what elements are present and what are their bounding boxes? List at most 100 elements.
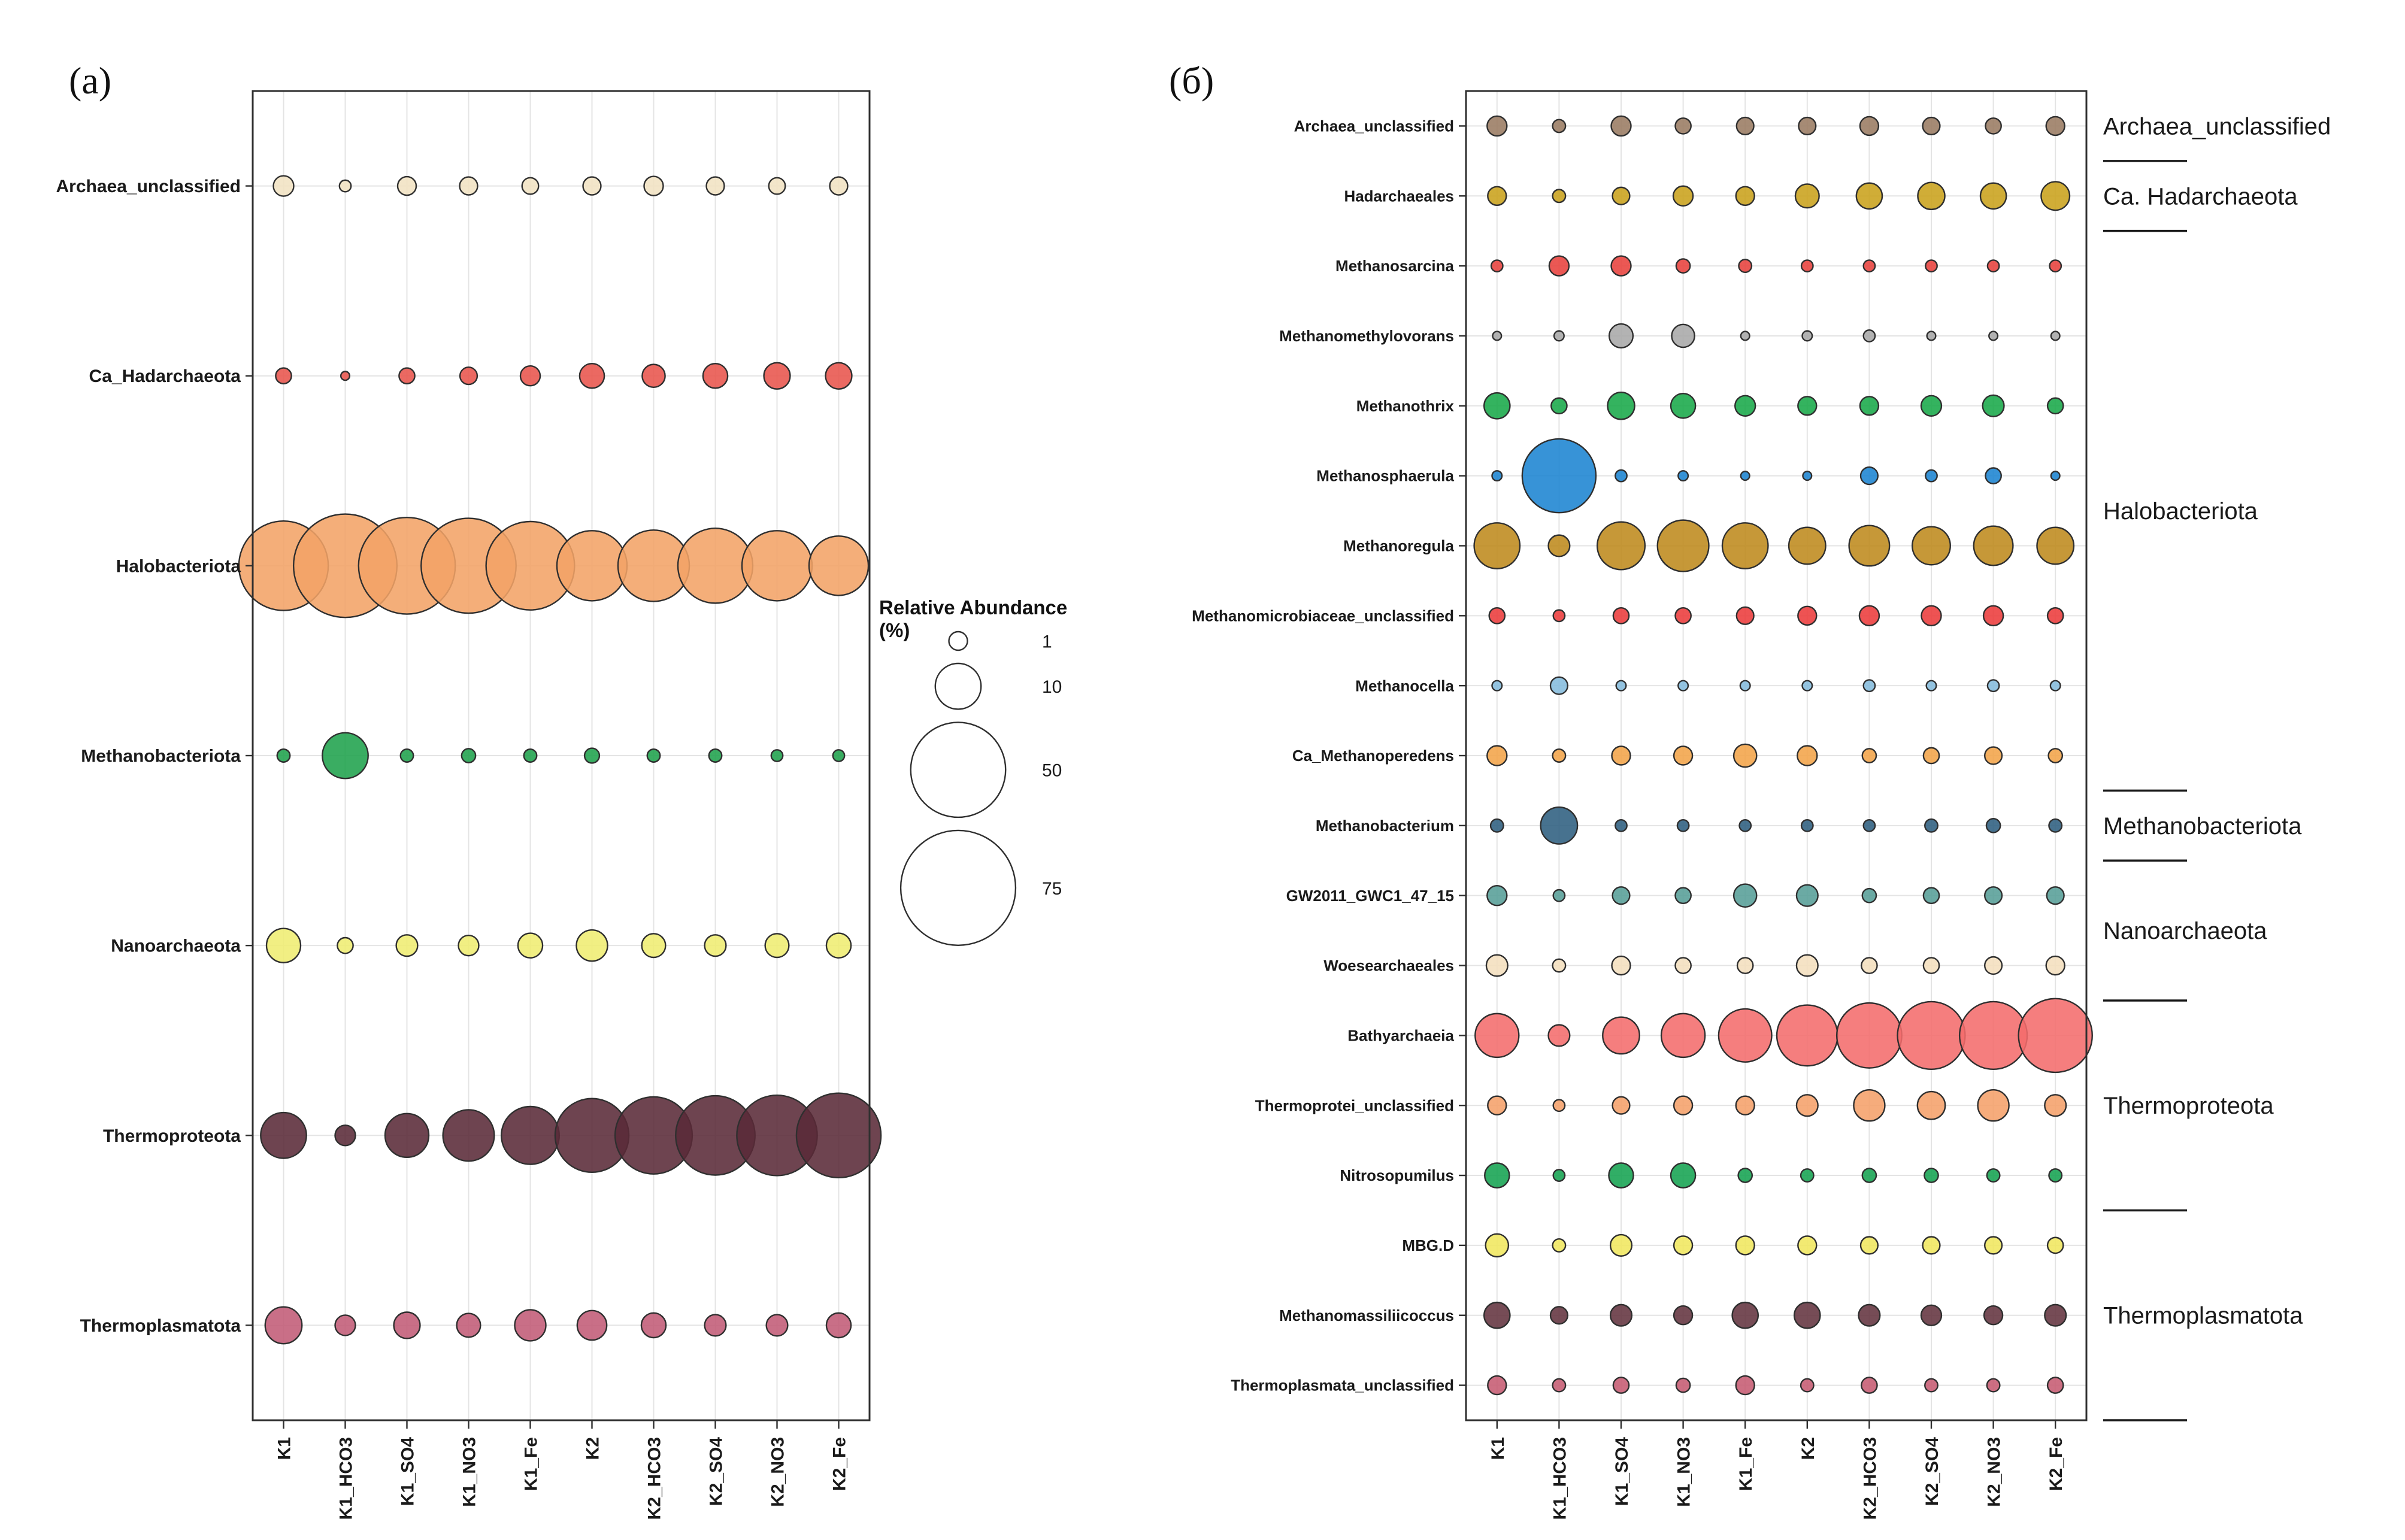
- bubble-Archaea_unclassified-K2_HCO3: [643, 175, 664, 196]
- bubble-Bathyarchaeia-K2_HCO3: [1835, 1002, 1903, 1069]
- bubble-Thermoplasmata_unclassified-K1_HCO3: [1552, 1378, 1567, 1393]
- bubble-Methanothrix-K2_Fe: [2046, 397, 2064, 415]
- bubble-Thermoplasmata_unclassified-K2_Fe: [2046, 1377, 2064, 1394]
- bubble-Methanocella-K2_SO4: [1925, 680, 1937, 692]
- bubble-Methanosphaerula-K1_NO3: [1677, 470, 1689, 482]
- bubble-Methanosphaerula-K2_Fe: [2050, 471, 2061, 481]
- bubble-Methanobacteriota-K1_HCO3: [322, 732, 369, 780]
- bubble-Thermoplasmatota-K1_SO4: [393, 1311, 421, 1339]
- bubble-Methanomicrobiaceae_unclassified-K2_SO4: [1921, 605, 1942, 627]
- bubble-Methanosphaerula-K2: [1802, 471, 1813, 481]
- bubble-Methanomethylovorans-K1_NO3: [1671, 323, 1695, 348]
- bubble-Methanobacteriota-K2: [583, 747, 601, 764]
- bubble-Methanomassiliicoccus-K2_Fe: [2044, 1303, 2067, 1327]
- x-axis-label: K2_Fe: [830, 1437, 850, 1491]
- y-axis-label: Methanoregula: [1343, 537, 1454, 555]
- y-axis-label: Methanomicrobiaceae_unclassified: [1192, 607, 1454, 625]
- bubble-Thermoplasmatota-K2_HCO3: [640, 1312, 667, 1339]
- y-axis-label: Woesearchaeales: [1323, 957, 1454, 975]
- bubble-Hadarchaeales-K1: [1487, 186, 1507, 206]
- bubble-Archaea_unclassified-K2: [1798, 116, 1817, 136]
- bubble-Methanothrix-K1_NO3: [1670, 393, 1697, 419]
- bubble-Woesearchaeales-K2_HCO3: [1861, 957, 1878, 974]
- legend-circle-75: [899, 829, 1017, 946]
- bubble-MBG.D-K1_HCO3: [1552, 1238, 1567, 1253]
- bubble-Thermoplasmata_unclassified-K1: [1487, 1375, 1507, 1396]
- bubble-Methanosphaerula-K2_HCO3: [1859, 466, 1879, 486]
- bubble-Ca_Methanoperedens-K2_SO4: [1922, 747, 1940, 765]
- bubble-Methanobacteriota-K2_NO3: [770, 749, 784, 762]
- bubble-GW2011_GWC1_47_15-K1: [1486, 884, 1508, 907]
- bubble-Thermoprotei_unclassified-K1_Fe: [1735, 1095, 1755, 1115]
- bubble-Nitrosopumilus-K2_SO4: [1924, 1168, 1939, 1183]
- bubble-Hadarchaeales-K2_NO3: [1979, 182, 2007, 210]
- bubble-Methanoregula-K2_HCO3: [1848, 525, 1891, 567]
- bubble-Nanoarchaeota-K2: [575, 929, 608, 962]
- bubble-Nitrosopumilus-K1_Fe: [1737, 1168, 1753, 1183]
- bubble-Methanobacteriota-K2_HCO3: [646, 748, 661, 763]
- y-axis-label: Thermoplasmata_unclassified: [1231, 1377, 1454, 1395]
- bubble-Bathyarchaeia-K2_NO3: [1958, 1001, 2028, 1071]
- x-axis-label: K2_Fe: [2046, 1437, 2066, 1491]
- bubble-Methanomassiliicoccus-K1_NO3: [1673, 1305, 1694, 1326]
- y-axis-label: Ca_Hadarchaeota: [89, 366, 241, 386]
- bubble-Methanomicrobiaceae_unclassified-K2_HCO3: [1858, 605, 1880, 627]
- bubble-Methanoregula-K2_Fe: [2036, 526, 2075, 565]
- bubble-Bathyarchaeia-K1_NO3: [1660, 1012, 1706, 1059]
- bubble-Methanothrix-K1_SO4: [1607, 392, 1635, 420]
- group-label: Nanoarchaeota: [2103, 918, 2267, 944]
- bubble-MBG.D-K2_SO4: [1922, 1236, 1941, 1255]
- bubble-GW2011_GWC1_47_15-K1_SO4: [1612, 886, 1631, 905]
- x-axis-label: K2: [583, 1437, 603, 1460]
- bubble-Nanoarchaeota-K2_Fe: [825, 932, 852, 959]
- bubble-Methanothrix-K2_HCO3: [1859, 396, 1880, 416]
- legend-value-1: 1: [1042, 632, 1052, 652]
- bubble-Thermoplasmata_unclassified-K2_NO3: [1986, 1378, 2001, 1393]
- bubble-Methanobacteriota-K2_SO4: [708, 748, 723, 763]
- y-axis-label: Methanocella: [1355, 677, 1454, 695]
- bubble-Bathyarchaeia-K1_Fe: [1718, 1008, 1773, 1063]
- y-axis-label: Thermoprotei_unclassified: [1255, 1096, 1454, 1114]
- bubble-Ca_Methanoperedens-K2_HCO3: [1861, 748, 1877, 763]
- y-axis-label: Methanobacterium: [1316, 817, 1454, 835]
- legend-value-10: 10: [1042, 677, 1062, 697]
- bubble-Methanothrix-K1: [1483, 392, 1511, 420]
- bubble-Hadarchaeales-K1_NO3: [1672, 185, 1694, 207]
- bubble-Methanobacteriota-K1_SO4: [399, 748, 414, 763]
- bubble-Archaea_unclassified-K1_NO3: [1674, 117, 1692, 135]
- bubble-Ca_Methanoperedens-K1_SO4: [1611, 745, 1631, 766]
- bubble-Methanosarcina-K1_NO3: [1675, 258, 1691, 274]
- group-label: Thermoproteota: [2103, 1093, 2274, 1119]
- bubble-Methanoregula-K1_SO4: [1596, 521, 1646, 571]
- y-axis-label: Bathyarchaeia: [1347, 1026, 1454, 1044]
- bubble-Thermoplasmata_unclassified-K2_SO4: [1924, 1378, 1938, 1393]
- group-label: Halobacteriota: [2103, 498, 2258, 525]
- bubble-Archaea_unclassified-K2_SO4: [705, 176, 725, 196]
- bubble-Methanosphaerula-K2_SO4: [1925, 469, 1938, 483]
- bubble-Ca_Hadarchaeota-K1_HCO3: [340, 371, 351, 381]
- bubble-Thermoprotei_unclassified-K1_NO3: [1673, 1095, 1694, 1115]
- bubble-Thermoplasmatota-K1_HCO3: [334, 1314, 356, 1336]
- bubble-Methanothrix-K2_SO4: [1920, 395, 1943, 417]
- bubble-Ca_Methanoperedens-K1_HCO3: [1552, 748, 1567, 763]
- bubble-Thermoprotei_unclassified-K2: [1795, 1094, 1819, 1117]
- bubble-Methanobacterium-K2: [1800, 818, 1814, 832]
- x-axis-label: K1_NO3: [460, 1437, 480, 1507]
- y-axis-label: Archaea_unclassified: [56, 177, 241, 196]
- bubble-Methanosarcina-K2_HCO3: [1862, 259, 1876, 273]
- bubble-Bathyarchaeia-K1: [1474, 1012, 1520, 1059]
- bubble-Woesearchaeales-K1_Fe: [1736, 957, 1754, 974]
- bubble-Bathyarchaeia-K2_Fe: [2018, 998, 2093, 1074]
- bubble-Archaea_unclassified-K2_NO3: [768, 177, 786, 195]
- bubble-Ca_Hadarchaeota-K1_SO4: [398, 367, 416, 385]
- bubble-Methanobacteriota-K1_Fe: [523, 748, 538, 763]
- bubble-Methanomassiliicoccus-K1_Fe: [1731, 1301, 1759, 1329]
- x-axis-label: K1: [275, 1437, 295, 1460]
- y-axis-label: Methanothrix: [1356, 397, 1455, 415]
- bubble-Ca_Methanoperedens-K1_Fe: [1732, 743, 1758, 768]
- bubble-Methanomassiliicoccus-K1_SO4: [1609, 1303, 1633, 1327]
- bubble-Methanoregula-K2: [1788, 526, 1827, 565]
- bubble-Methanomicrobiaceae_unclassified-K2_NO3: [1982, 605, 2004, 627]
- bubble-Ca_Methanoperedens-K2: [1797, 745, 1818, 766]
- bubble-Methanoregula-K1_HCO3: [1547, 534, 1571, 557]
